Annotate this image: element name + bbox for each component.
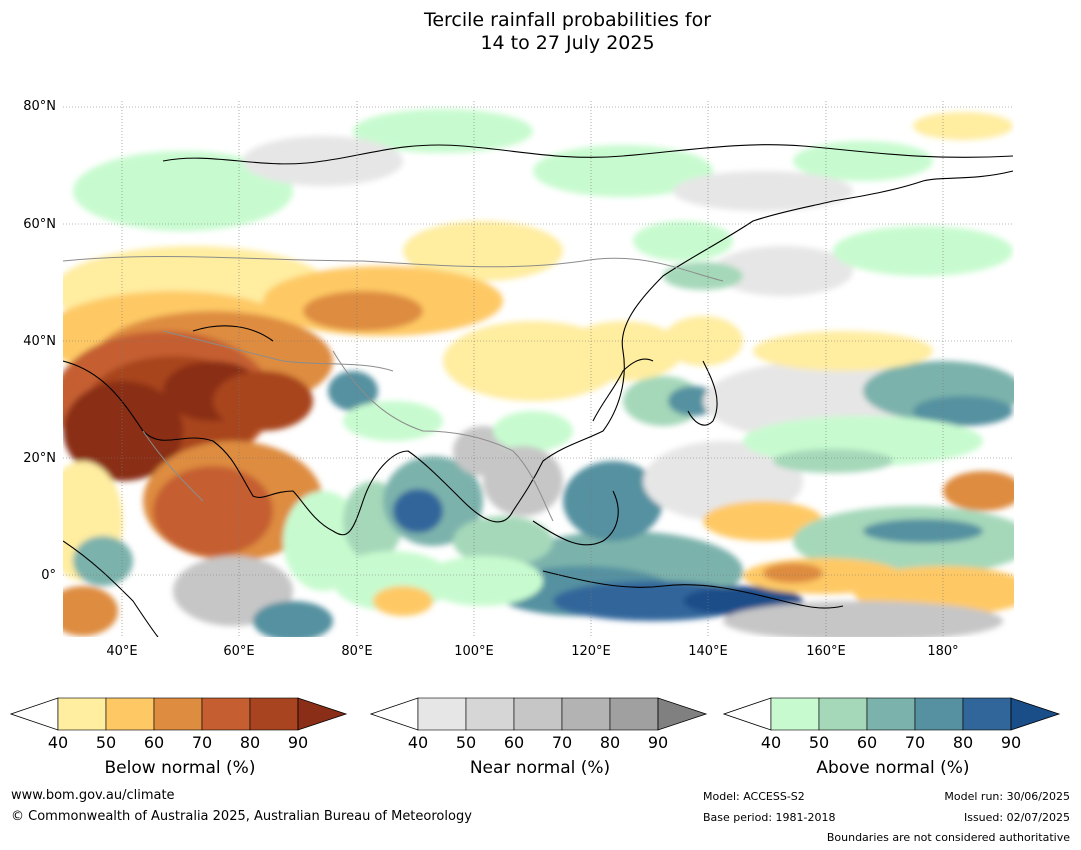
colorbar-segment bbox=[202, 698, 250, 730]
colorbar-segment bbox=[250, 698, 298, 730]
tick-label: 90 bbox=[638, 733, 678, 752]
tick-label: 60 bbox=[134, 733, 174, 752]
caption-near-normal: Near normal (%) bbox=[370, 758, 710, 778]
tick-label: 80 bbox=[590, 733, 630, 752]
probability-shading bbox=[63, 109, 1014, 637]
colorbar-below-normal bbox=[10, 696, 350, 732]
colorbar-segment bbox=[562, 698, 610, 730]
colorbar-segment bbox=[154, 698, 202, 730]
lat-label-40n: 40°N bbox=[16, 335, 56, 349]
map-canvas bbox=[63, 101, 1014, 637]
colorbar-segment bbox=[963, 698, 1011, 730]
colorbar-segment bbox=[771, 698, 819, 730]
ticks-below-normal: 40 50 60 70 80 90 bbox=[10, 733, 350, 753]
tick-label: 50 bbox=[86, 733, 126, 752]
tick-label: 50 bbox=[446, 733, 486, 752]
rainfall-probability-map bbox=[63, 101, 1014, 637]
ticks-near-normal: 40 50 60 70 80 90 bbox=[370, 733, 710, 753]
colorbar-under-triangle bbox=[371, 698, 418, 730]
disclaimer-text: Boundaries are not considered authoritat… bbox=[827, 831, 1070, 844]
tick-label: 40 bbox=[38, 733, 78, 752]
colorbar-under-triangle bbox=[724, 698, 771, 730]
colorbar-over-triangle bbox=[658, 698, 706, 730]
tick-label: 60 bbox=[494, 733, 534, 752]
title-line-1: Tercile rainfall probabilities for bbox=[0, 9, 1081, 32]
copyright-text: © Commonwealth of Australia 2025, Austra… bbox=[11, 809, 472, 824]
legend-below-normal bbox=[10, 696, 350, 736]
tick-label: 70 bbox=[182, 733, 222, 752]
lon-label-100e: 100°E bbox=[444, 645, 504, 659]
colorbar-under-triangle bbox=[11, 698, 58, 730]
lon-label-120e: 120°E bbox=[561, 645, 621, 659]
colorbar-segment bbox=[418, 698, 466, 730]
tick-label: 40 bbox=[751, 733, 791, 752]
tick-label: 90 bbox=[991, 733, 1031, 752]
colorbar-segment bbox=[106, 698, 154, 730]
tick-label: 80 bbox=[230, 733, 270, 752]
legend-near-normal bbox=[370, 696, 710, 736]
colorbar-near-normal bbox=[370, 696, 710, 732]
colorbar-segment bbox=[58, 698, 106, 730]
tick-label: 70 bbox=[895, 733, 935, 752]
colorbar-above-normal bbox=[723, 696, 1063, 732]
lon-label-140e: 140°E bbox=[678, 645, 738, 659]
colorbar-segment bbox=[915, 698, 963, 730]
tick-label: 40 bbox=[398, 733, 438, 752]
lon-label-40e: 40°E bbox=[92, 645, 152, 659]
colorbar-segment bbox=[610, 698, 658, 730]
website-link[interactable]: www.bom.gov.au/climate bbox=[11, 788, 175, 803]
tick-label: 70 bbox=[542, 733, 582, 752]
lon-label-80e: 80°E bbox=[327, 645, 387, 659]
colorbar-over-triangle bbox=[298, 698, 346, 730]
tick-label: 80 bbox=[943, 733, 983, 752]
lon-label-160e: 160°E bbox=[796, 645, 856, 659]
ticks-above-normal: 40 50 60 70 80 90 bbox=[723, 733, 1063, 753]
colorbar-segment bbox=[819, 698, 867, 730]
model-run-text: Model run: 30/06/2025 bbox=[944, 790, 1070, 803]
lon-label-180: 180° bbox=[913, 645, 973, 659]
tick-label: 90 bbox=[278, 733, 318, 752]
tick-label: 60 bbox=[847, 733, 887, 752]
caption-below-normal: Below normal (%) bbox=[10, 758, 350, 778]
title-line-2: 14 to 27 July 2025 bbox=[0, 32, 1081, 55]
lat-label-20n: 20°N bbox=[16, 452, 56, 466]
lon-label-60e: 60°E bbox=[209, 645, 269, 659]
legend-above-normal bbox=[723, 696, 1063, 736]
colorbar-segment bbox=[466, 698, 514, 730]
map-title: Tercile rainfall probabilities for 14 to… bbox=[0, 9, 1081, 55]
caption-above-normal: Above normal (%) bbox=[723, 758, 1063, 778]
model-text: Model: ACCESS-S2 bbox=[703, 790, 805, 803]
base-period-text: Base period: 1981-2018 bbox=[703, 811, 835, 824]
colorbar-segment bbox=[514, 698, 562, 730]
lat-label-0: 0° bbox=[16, 569, 56, 583]
tick-label: 50 bbox=[799, 733, 839, 752]
issued-text: Issued: 02/07/2025 bbox=[964, 811, 1070, 824]
lat-label-80n: 80°N bbox=[16, 100, 56, 114]
colorbar-segment bbox=[867, 698, 915, 730]
colorbar-over-triangle bbox=[1011, 698, 1059, 730]
lat-label-60n: 60°N bbox=[16, 218, 56, 232]
